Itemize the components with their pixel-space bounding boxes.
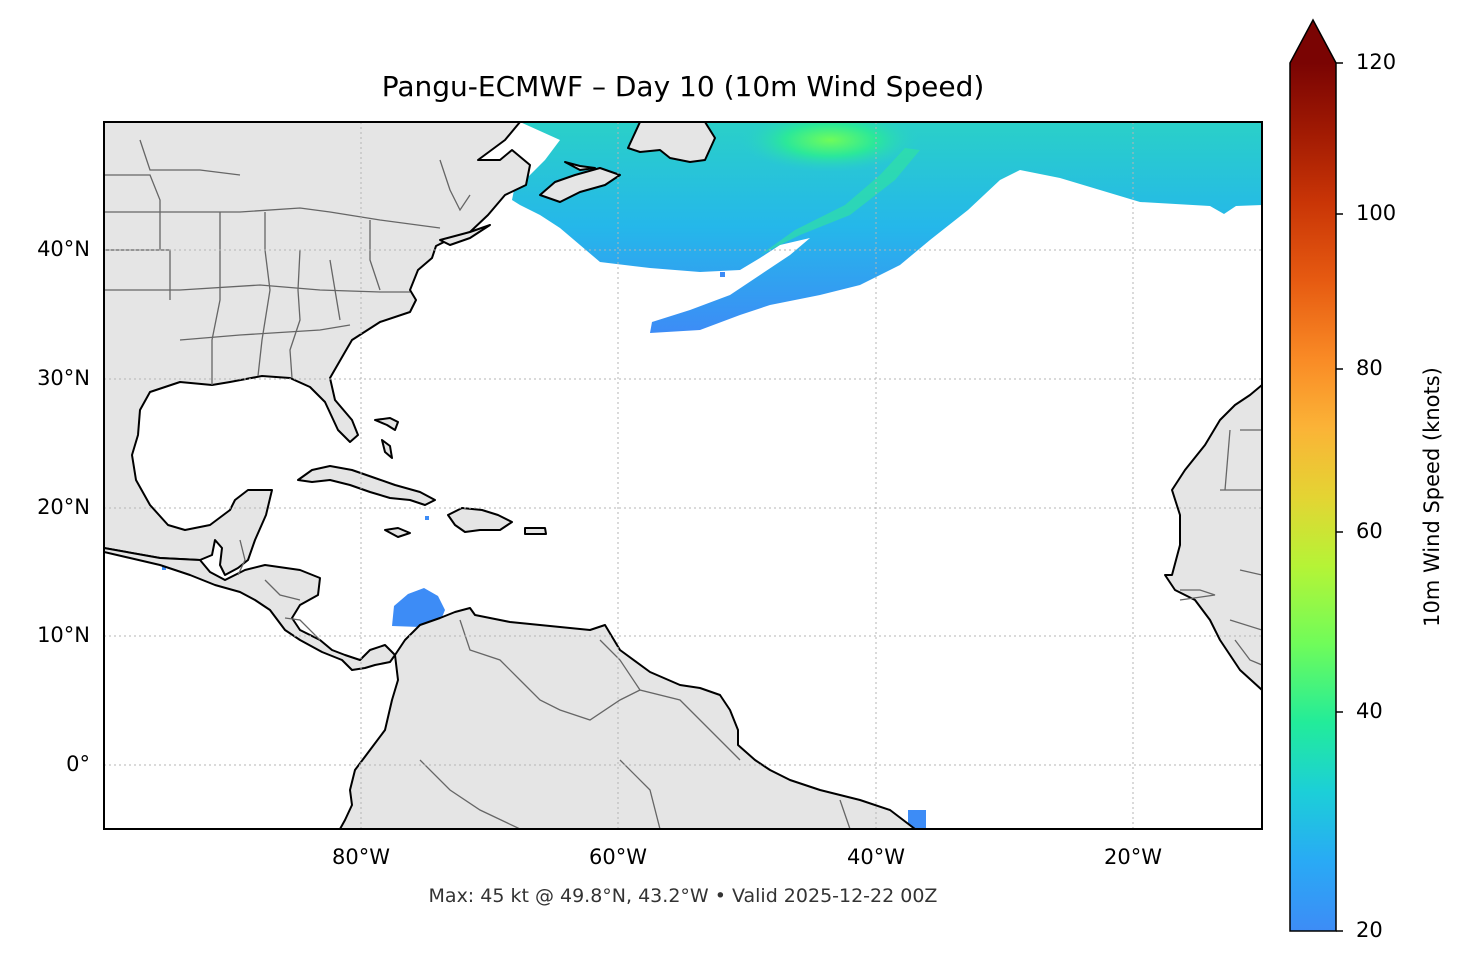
colorbar-tick-label: 120 [1356,50,1397,74]
lat-tick-label: 40°N [37,237,90,261]
colorbar-gradient [1290,63,1336,931]
lon-tick-label: 60°W [589,845,647,869]
west-africa-land [1164,384,1262,691]
central-america-land [104,547,396,671]
lon-tick-label: 40°W [847,845,905,869]
land-masses [104,122,1262,829]
colorbar-tick-label: 20 [1356,918,1383,942]
bahamas-land-2 [381,439,393,459]
colorbar-label-text: 10m Wind Speed (knots) [1420,367,1444,627]
wind-speed-field [162,122,1262,829]
lon-tick-label: 20°W [1104,845,1162,869]
colorbar-tick-label: 80 [1356,356,1383,380]
nova-scotia-land [539,167,621,203]
north-america-land [104,122,531,576]
chart-title: Pangu-ECMWF – Day 10 (10m Wind Speed) [381,70,985,103]
hispaniola-land [447,507,513,533]
colorbar-tick-label: 60 [1356,519,1383,543]
colorbar [1289,18,1343,932]
long-island-land [439,224,491,246]
newfoundland-land [627,122,716,163]
map-gridlines [104,122,1262,829]
puerto-rico-land [524,527,547,535]
south-america-land [339,607,916,829]
lat-tick-label: 30°N [37,366,90,390]
lat-tick-label: 10°N [37,623,90,647]
colorbar-tick-label: 100 [1356,201,1397,225]
political-borders [104,139,1262,829]
cuba-land [297,465,436,506]
colorbar-tick-label: 40 [1356,699,1383,723]
footer-caption: Max: 45 kt @ 49.8°N, 43.2°W • Valid 2025… [428,885,938,907]
colorbar-extend-arrow [1290,20,1336,63]
lon-tick-label: 80°W [332,845,390,869]
lat-tick-label: 0° [66,752,90,776]
pei-land [564,161,596,171]
jamaica-land [384,527,411,538]
lat-tick-label: 20°N [37,495,90,519]
bahamas-land [374,417,399,431]
map-frame [103,121,1263,830]
